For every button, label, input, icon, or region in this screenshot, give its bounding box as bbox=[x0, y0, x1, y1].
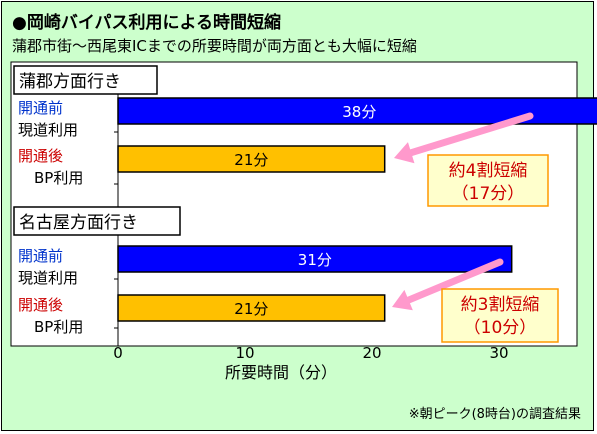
callout-line2: （10分） bbox=[464, 318, 537, 338]
figure-subtitle: 蒲郡市街～西尾東ICまでの所要時間が両方面とも大幅に短縮 bbox=[12, 37, 417, 55]
figure-title: ●岡崎バイパス利用による時間短縮 bbox=[12, 13, 281, 33]
category-label-line2: BP利用 bbox=[34, 318, 83, 336]
x-tick-label: 0 bbox=[113, 344, 123, 362]
category-label-line1: 開通後 bbox=[18, 296, 63, 314]
category-label-line2: 現道利用 bbox=[18, 121, 78, 139]
arrow-shaft bbox=[405, 258, 504, 304]
arrow-shaft bbox=[407, 112, 534, 157]
category-label-line1: 開通前 bbox=[18, 247, 63, 265]
callout-box bbox=[427, 154, 549, 207]
bar-value-label: 21分 bbox=[234, 300, 268, 318]
bar-value-label: 38分 bbox=[342, 103, 376, 121]
callout-line1: 約4割短縮 bbox=[449, 161, 528, 181]
footnote: ※朝ピーク(8時台)の調査結果 bbox=[408, 407, 581, 422]
category-label-line1: 開通前 bbox=[18, 99, 63, 117]
bar bbox=[117, 145, 386, 173]
arrow-head bbox=[392, 289, 413, 311]
group-box bbox=[13, 65, 158, 95]
callout-line1: 約3割短縮 bbox=[461, 295, 540, 315]
x-tick-label: 20 bbox=[362, 344, 381, 362]
bar bbox=[117, 294, 386, 322]
x-tick-label: 10 bbox=[235, 344, 254, 362]
group-name: 名古屋方面行き bbox=[19, 213, 138, 233]
group-box bbox=[13, 206, 181, 236]
bar bbox=[117, 245, 513, 273]
category-label-line1: 開通後 bbox=[18, 147, 63, 165]
category-label-line2: BP利用 bbox=[34, 169, 83, 187]
bar-value-label: 21分 bbox=[234, 151, 268, 169]
group-name: 蒲郡方面行き bbox=[19, 72, 121, 92]
x-axis-label: 所要時間（分） bbox=[225, 363, 337, 382]
x-tick-label: 30 bbox=[489, 344, 508, 362]
callout-box bbox=[441, 288, 559, 343]
bar-value-label: 31分 bbox=[298, 251, 332, 269]
arrow-head bbox=[394, 142, 415, 164]
category-label-line2: 現道利用 bbox=[18, 269, 78, 287]
callout-line2: （17分） bbox=[452, 184, 525, 204]
